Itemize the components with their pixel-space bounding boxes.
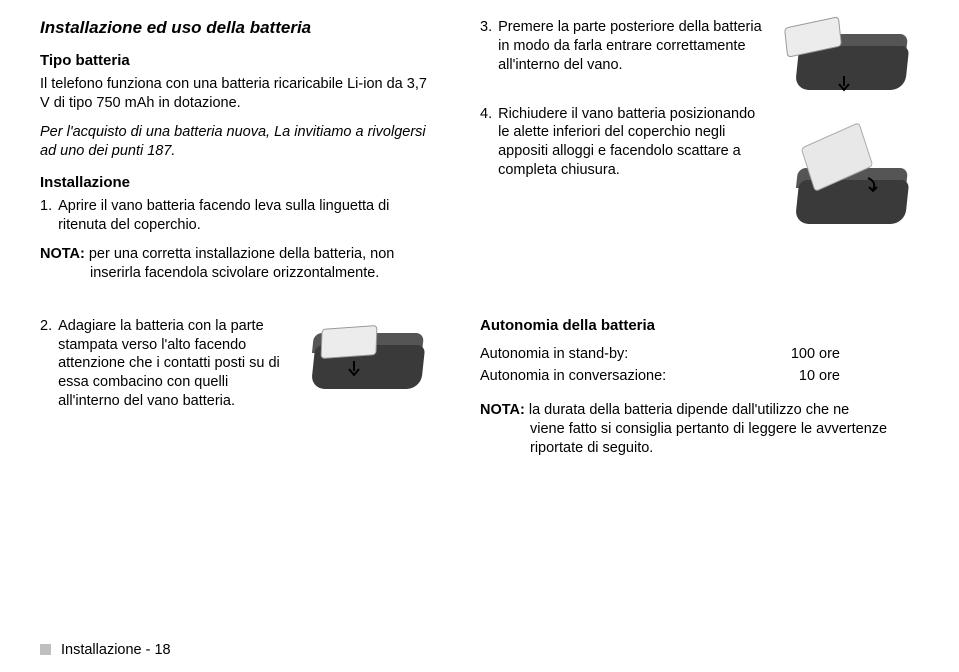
- nota-1-firstline: per una corretta installazione della bat…: [85, 246, 395, 262]
- tipo-heading: Tipo batteria: [40, 52, 440, 69]
- step-1-number: 1.: [40, 197, 52, 235]
- bottom-left-text: 2. Adagiare la batteria con la parte sta…: [40, 317, 280, 458]
- step-1: 1. Aprire il vano batteria facendo leva …: [40, 197, 440, 235]
- section-title: Installazione ed uso della batteria: [40, 18, 440, 38]
- step-3-text: Premere la parte posteriore della batter…: [498, 18, 769, 75]
- autonomy-conversation: Autonomia in conversazione: 10 ore: [480, 366, 840, 388]
- autonomy-standby: Autonomia in stand-by: 100 ore: [480, 344, 840, 366]
- autonomy-heading: Autonomia della batteria: [480, 317, 919, 334]
- bottom-left: 2. Adagiare la batteria con la parte sta…: [40, 317, 440, 458]
- step-2-text: Adagiare la batteria con la parte stampa…: [58, 317, 280, 411]
- autonomy-standby-value: 100 ore: [791, 344, 840, 366]
- page-footer: Installazione - 18: [40, 642, 171, 658]
- step-2-number: 2.: [40, 317, 52, 411]
- right-column-images: [769, 18, 919, 283]
- image-stack: [779, 18, 909, 224]
- tipo-paragraph: Il telefono funziona con una batteria ri…: [40, 75, 440, 113]
- step-4: 4. Richiudere il vano batteria posiziona…: [480, 105, 769, 180]
- arrow-curve-icon: [865, 176, 879, 194]
- nota-2-label: NOTA:: [480, 402, 525, 418]
- battery-insert-illustration: [779, 18, 909, 108]
- bottom-columns: 2. Adagiare la batteria con la parte sta…: [40, 317, 919, 458]
- right-column: 3. Premere la parte posteriore della bat…: [480, 18, 919, 283]
- left-column: Installazione ed uso della batteria Tipo…: [40, 18, 440, 283]
- step-3-number: 3.: [480, 18, 492, 75]
- autonomy-conversation-label: Autonomia in conversazione:: [480, 366, 666, 388]
- nota-2-rest: viene fatto si consiglia pertanto di leg…: [480, 420, 919, 458]
- top-columns: Installazione ed uso della batteria Tipo…: [40, 18, 919, 283]
- step-3: 3. Premere la parte posteriore della bat…: [480, 18, 769, 75]
- nota-1: NOTA: per una corretta installazione del…: [40, 245, 440, 283]
- autonomy-standby-label: Autonomia in stand-by:: [480, 344, 628, 366]
- autonomy-conversation-value: 10 ore: [799, 366, 840, 388]
- install-heading: Installazione: [40, 174, 440, 191]
- page: Installazione ed uso della batteria Tipo…: [0, 0, 959, 672]
- nota-2-firstline: la durata della batteria dipende dall'ut…: [525, 402, 849, 418]
- step-1-text: Aprire il vano batteria facendo leva sul…: [58, 197, 440, 235]
- arrow-down-icon: [347, 361, 361, 379]
- arrow-down-icon: [837, 76, 851, 94]
- acquisto-paragraph: Per l'acquisto di una batteria nuova, La…: [40, 123, 440, 161]
- bottom-left-image: [280, 317, 440, 458]
- battery-place-illustration: [295, 317, 425, 407]
- nota-2: NOTA: la durata della batteria dipende d…: [480, 401, 919, 458]
- footer-square-icon: [40, 644, 51, 655]
- right-column-text: 3. Premere la parte posteriore della bat…: [480, 18, 769, 283]
- step-4-number: 4.: [480, 105, 492, 180]
- cover-close-illustration: [779, 134, 909, 224]
- nota-1-label: NOTA:: [40, 246, 85, 262]
- footer-text: Installazione - 18: [61, 642, 171, 658]
- step-2: 2. Adagiare la batteria con la parte sta…: [40, 317, 280, 411]
- step-4-text: Richiudere il vano batteria posizionando…: [498, 105, 769, 180]
- bottom-right: Autonomia della batteria Autonomia in st…: [480, 317, 919, 458]
- nota-1-rest: inserirla facendola scivolare orizzontal…: [40, 264, 440, 283]
